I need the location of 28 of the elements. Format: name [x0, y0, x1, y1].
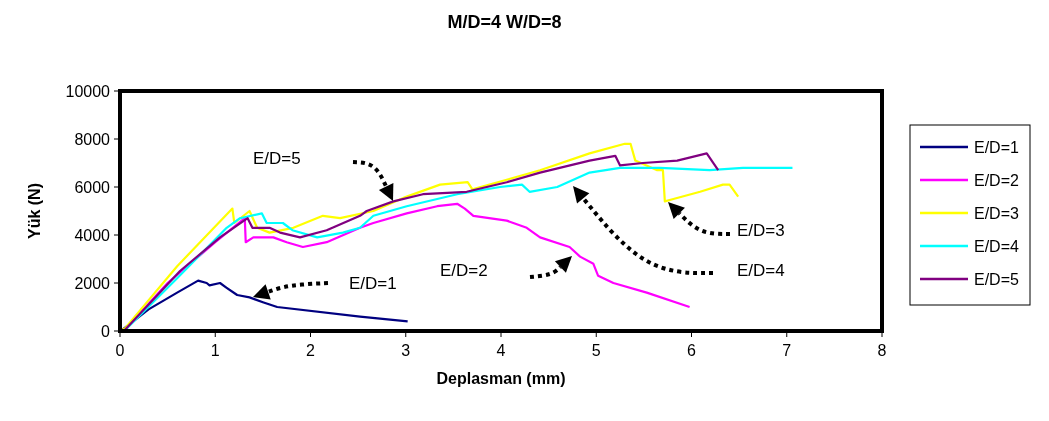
y-tick-label: 8000 [74, 131, 111, 148]
x-tick-label: 1 [210, 342, 220, 359]
x-tick-label: 4 [496, 342, 506, 359]
annotation: E/D=5 [253, 148, 301, 168]
annotation: E/D=3 [737, 220, 785, 240]
legend-label: E/D=2 [974, 171, 1020, 189]
legend-label: E/D=1 [974, 138, 1020, 156]
x-axis-title: Deplasman (mm) [436, 370, 566, 387]
legend-label: E/D=5 [974, 270, 1020, 288]
y-tick-label: 6000 [74, 179, 111, 196]
legend-label: E/D=4 [974, 237, 1020, 255]
x-tick-label: 5 [591, 342, 601, 359]
y-tick-label: 0 [101, 323, 111, 340]
x-tick-label: 8 [877, 342, 887, 359]
annotation: E/D=4 [737, 260, 785, 280]
y-tick-label: 4000 [74, 227, 111, 244]
x-tick-label: 7 [782, 342, 792, 359]
y-tick-label: 10000 [65, 83, 111, 100]
x-tick-label: 2 [306, 342, 316, 359]
legend-label: E/D=3 [974, 204, 1020, 222]
x-tick-label: 0 [115, 342, 125, 359]
annotation: E/D=1 [349, 273, 397, 293]
x-tick-label: 6 [687, 342, 697, 359]
x-tick-label: 3 [401, 342, 411, 359]
y-tick-label: 2000 [74, 275, 111, 292]
annotation: E/D=2 [440, 260, 488, 280]
y-axis-title: Yük (N) [26, 183, 43, 239]
chart-title: M/D=4 W/D=8 [447, 12, 562, 32]
